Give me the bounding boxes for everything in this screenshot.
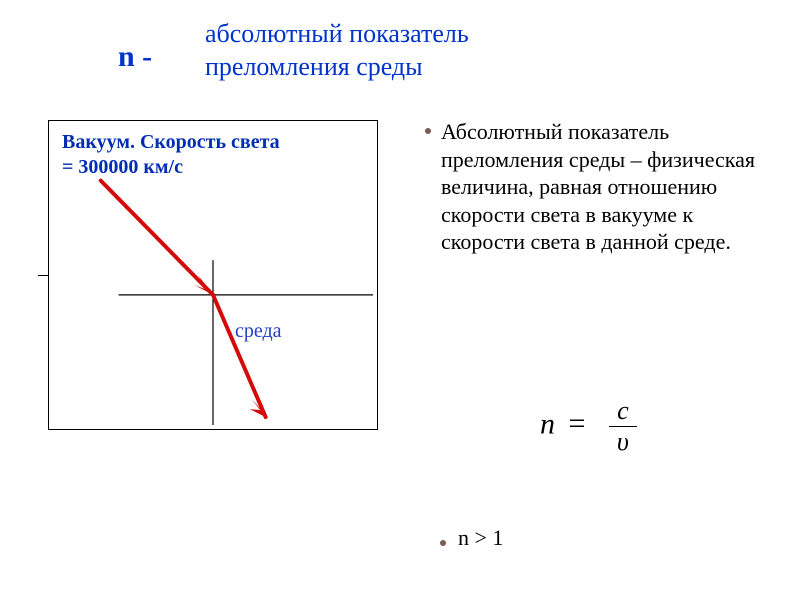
vacuum-label: Вакуум. Скорость света = 300000 км/с — [62, 130, 280, 180]
bullet-text: Абсолютный показатель преломления среды … — [441, 118, 775, 256]
definition-bullets: Абсолютный показатель преломления среды … — [425, 118, 775, 272]
title-main: абсолютный показатель преломления среды — [205, 18, 469, 83]
incident-ray — [101, 181, 213, 295]
title-main-line1: абсолютный показатель — [205, 19, 469, 48]
formula-numerator: c — [609, 398, 637, 426]
vacuum-label-line2: = 300000 км/с — [62, 156, 183, 178]
bullet-row: Абсолютный показатель преломления среды … — [425, 118, 775, 256]
axis-tick-outside — [38, 275, 48, 276]
refraction-formula: n = c υ — [540, 398, 637, 455]
bullet-dot-icon — [425, 128, 431, 134]
title-main-line2: преломления среды — [205, 52, 423, 81]
title-n-label: n - — [118, 40, 152, 74]
refracted-ray — [213, 295, 266, 417]
formula-denominator: υ — [609, 426, 637, 455]
n-greater-1-text: n > 1 — [458, 525, 503, 551]
formula-lhs: n — [540, 407, 555, 440]
n-greater-1: n > 1 — [440, 525, 503, 551]
formula-fraction: c υ — [609, 398, 637, 455]
bullet-dot-icon — [440, 540, 446, 546]
vacuum-label-line1: Вакуум. Скорость света — [62, 131, 280, 153]
formula-eq: = — [569, 407, 586, 440]
medium-label: среда — [235, 320, 282, 343]
